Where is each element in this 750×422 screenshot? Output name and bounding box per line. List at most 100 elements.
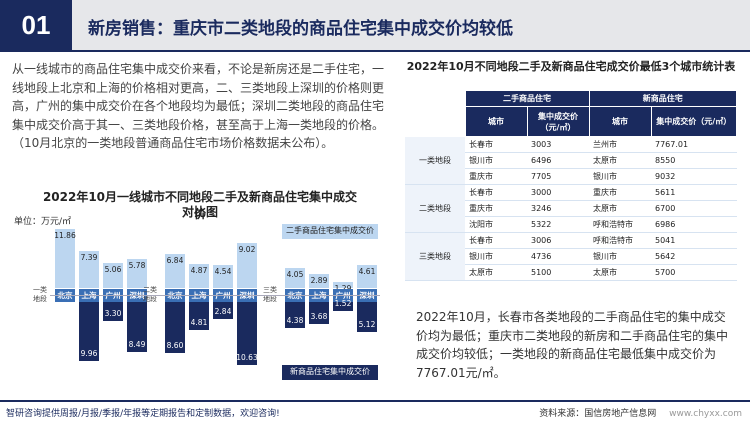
bar-secondhand xyxy=(357,264,377,288)
header-bar: 01 新房销售：重庆市二类地段的商品住宅集中成交价均较低 xyxy=(0,0,750,50)
bar-secondhand xyxy=(237,242,257,288)
price-cell: 5041 xyxy=(651,232,737,249)
city-cell: 银川市 xyxy=(589,168,651,185)
value-label-new: 10.63 xyxy=(236,352,258,362)
legend-new: 新商品住宅集中成交价 xyxy=(282,365,378,380)
city-cell: 银川市 xyxy=(589,248,651,265)
value-label-new: 4.38 xyxy=(286,315,304,325)
value-label-secondhand: 1.29 xyxy=(331,284,355,293)
table-row: 太原市 5100 太原市 5700 xyxy=(405,264,737,281)
header-new: 新商品住宅 xyxy=(588,90,737,107)
chart-unit: 单位：万元/㎡ xyxy=(14,217,72,227)
value-label-new: 2.84 xyxy=(214,306,232,316)
city-cell: 重庆市 xyxy=(465,200,527,217)
col-city-new: 城市 xyxy=(588,106,652,137)
value-label-secondhand: 9.02 xyxy=(238,244,256,254)
bar-new xyxy=(103,302,123,322)
group-label: 三类 xyxy=(263,286,277,294)
city-cell: 呼和浩特市 xyxy=(589,232,651,249)
group-label: 一类 xyxy=(33,286,47,294)
bar-new xyxy=(127,302,147,353)
col-price-new: 集中成交价（元/㎡） xyxy=(650,106,737,137)
bar-new xyxy=(189,302,209,331)
value-label-secondhand: 4.54 xyxy=(214,267,232,277)
value-label-secondhand: 11.86 xyxy=(54,230,76,240)
col-city-secondhand: 城市 xyxy=(464,106,528,137)
footer-source: 资料来源：国信房地产信息网 www.chyxx.com xyxy=(539,406,742,419)
group-label: 地段 xyxy=(33,295,47,303)
value-label-new: 1.52 xyxy=(334,298,352,308)
table-row: 三类地段 长春市 3006 呼和浩特市 5041 xyxy=(405,232,737,281)
table-row: 一类地段 长春市 3003 兰州市 7767.01 xyxy=(405,136,737,185)
table-title: 2022年10月不同地段二手及新商品住宅成交价最低3个城市统计表 xyxy=(406,60,736,73)
lowest-price-table: 二手商品住宅 新商品住宅 城市 集中成交价（元/㎡） 城市 集中成交价（元/㎡）… xyxy=(405,90,737,281)
intro-paragraph: 从一线城市的商品住宅集中成交价来看，不论是新房还是二手住宅，一线地段上北京和上海… xyxy=(12,62,385,150)
value-label-secondhand: 5.06 xyxy=(104,264,122,274)
chart-subtitle: 对比图 xyxy=(181,205,218,219)
price-cell: 4736 xyxy=(527,248,589,265)
city-cell: 太原市 xyxy=(589,200,651,217)
city-cell: 银川市 xyxy=(465,248,527,265)
header-secondhand: 二手商品住宅 xyxy=(464,90,590,107)
value-label-new: 3.68 xyxy=(310,311,328,321)
table-row: 重庆市 3246 太原市 6700 xyxy=(405,200,737,217)
city-cell: 长春市 xyxy=(465,232,527,249)
chart-title: 2022年10月一线城市不同地段二手及新商品住宅集中成交价 xyxy=(42,190,358,221)
bar-new xyxy=(285,302,305,328)
page-title: 新房销售：重庆市二类地段的商品住宅集中成交价均较低 xyxy=(88,19,513,39)
city-cell: 呼和浩特市 xyxy=(589,216,651,233)
table-row: 银川市 4736 银川市 5642 xyxy=(405,248,737,265)
city-cell: 太原市 xyxy=(465,264,527,281)
bar-secondhand xyxy=(189,263,209,288)
value-label-new: 8.49 xyxy=(128,340,146,350)
legend-secondhand: 二手商品住宅集中成交价 xyxy=(282,224,378,239)
footer-note: 智研咨询提供周报/月报/季报/年报等定期报告和定制数据，欢迎咨询! xyxy=(6,409,280,419)
bar-new xyxy=(333,302,353,311)
bar-new xyxy=(309,302,329,324)
source-text: 资料来源：国信房地产信息网 xyxy=(539,409,657,419)
value-label-new: 8.60 xyxy=(166,340,184,350)
city-cell: 银川市 xyxy=(465,152,527,169)
header-divider xyxy=(0,50,750,52)
price-cell: 7705 xyxy=(527,168,589,185)
table-corner xyxy=(405,90,465,107)
bar-secondhand xyxy=(55,228,75,288)
chart-baseline xyxy=(50,295,380,296)
value-label-secondhand: 2.89 xyxy=(310,275,328,285)
table-row: 重庆市 7705 银川市 9032 xyxy=(405,168,737,185)
table-row: 沈阳市 5322 呼和浩特市 6986 xyxy=(405,216,737,233)
bar-new xyxy=(357,302,377,333)
table-row: 二类地段 长春市 3000 重庆市 5611 xyxy=(405,184,737,233)
table-corner-2 xyxy=(405,106,465,137)
value-label-secondhand: 4.61 xyxy=(358,266,376,276)
bar-new xyxy=(79,302,99,361)
value-label-new: 3.30 xyxy=(104,309,122,319)
bar-new xyxy=(213,302,233,319)
price-cell: 6986 xyxy=(651,216,737,233)
group-label: 二类 xyxy=(143,286,157,294)
table-row: 银川市 6496 太原市 8550 xyxy=(405,152,737,169)
group-label: 地段 xyxy=(263,295,277,303)
city-cell: 重庆市 xyxy=(465,168,527,185)
city-cell: 长春市 xyxy=(465,184,527,201)
price-cell: 7767.01 xyxy=(651,136,737,153)
value-label-secondhand: 6.84 xyxy=(166,255,184,265)
city-cell: 沈阳市 xyxy=(465,216,527,233)
value-label-new: 9.96 xyxy=(80,348,98,358)
col-price-secondhand: 集中成交价（元/㎡） xyxy=(526,106,590,137)
source-url: www.chyxx.com xyxy=(669,409,742,419)
city-cell: 兰州市 xyxy=(589,136,651,153)
bar-secondhand xyxy=(79,251,99,288)
value-label-secondhand: 4.05 xyxy=(286,269,304,279)
value-label-secondhand: 5.78 xyxy=(128,261,146,271)
city-cell: 长春市 xyxy=(465,136,527,153)
bar-secondhand xyxy=(127,259,147,288)
district-label: 一类地段 xyxy=(405,136,465,185)
price-cell: 5322 xyxy=(527,216,589,233)
footer: 智研咨询提供周报/月报/季报/年报等定期报告和定制数据，欢迎咨询! 资料来源：国… xyxy=(0,400,750,422)
price-cell: 3006 xyxy=(527,232,589,249)
price-cell: 3246 xyxy=(527,200,589,217)
summary-paragraph: 2022年10月，长春市各类地段的二手商品住宅的集中成交价均为最低；重庆市二类地… xyxy=(416,310,729,380)
bar-secondhand xyxy=(333,281,353,288)
price-cell: 5100 xyxy=(527,264,589,281)
